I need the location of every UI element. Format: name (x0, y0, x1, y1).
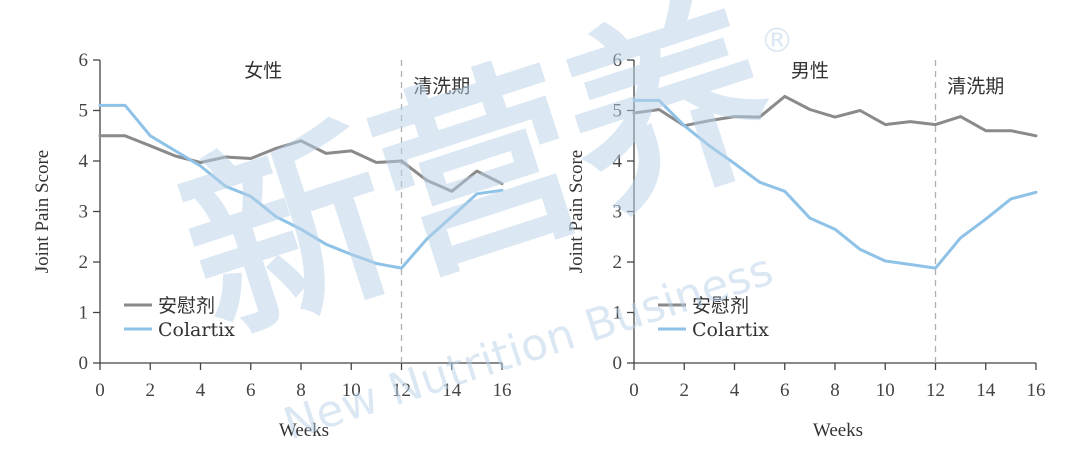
annotation-label: 清洗期 (947, 75, 1004, 97)
y-tick-label: 5 (79, 101, 89, 122)
x-tick-label: 12 (926, 380, 945, 401)
series-line-1 (98, 103, 504, 270)
x-tick-label: 10 (342, 380, 361, 401)
y-tick-label: 4 (79, 151, 89, 172)
annotation-label: 清洗期 (413, 75, 470, 97)
x-tick-label: 6 (780, 380, 790, 401)
y-axis-label: Joint Pain Score (32, 150, 53, 274)
annotation-label: 女性 (244, 60, 282, 82)
y-tick-label: 0 (79, 353, 89, 374)
x-tick-label: 10 (876, 380, 895, 401)
x-tick-label: 4 (730, 380, 740, 401)
y-tick-label: 2 (79, 252, 89, 273)
x-tick-label: 14 (442, 380, 462, 401)
y-tick-label: 0 (613, 353, 623, 374)
legend-label: Colartix (692, 319, 769, 341)
x-tick-label: 0 (629, 380, 639, 401)
y-tick-label: 6 (79, 50, 89, 71)
x-tick-label: 6 (246, 380, 256, 401)
y-tick-label: 6 (613, 50, 623, 71)
y-tick-label: 4 (613, 151, 623, 172)
x-tick-label: 0 (95, 380, 105, 401)
series-line-0 (632, 94, 1038, 138)
y-tick-label: 1 (79, 303, 89, 324)
series-line-1 (632, 98, 1038, 270)
y-axis-label: Joint Pain Score (566, 150, 587, 274)
x-tick-label: 16 (493, 380, 512, 401)
x-tick-label: 2 (146, 380, 156, 401)
series-line-0 (98, 134, 504, 193)
y-tick-label: 3 (613, 202, 623, 223)
x-tick-label: 2 (680, 380, 690, 401)
x-tick-label: 4 (196, 380, 206, 401)
y-tick-label: 3 (79, 202, 89, 223)
watermark-registered-mark: ® (760, 21, 794, 61)
x-tick-label: 8 (296, 380, 306, 401)
x-tick-label: 12 (392, 380, 411, 401)
legend-label: 安慰剂 (692, 295, 749, 317)
legend-label: 安慰剂 (158, 295, 215, 317)
y-tick-label: 1 (613, 303, 623, 324)
x-tick-label: 14 (976, 380, 996, 401)
x-tick-label: 16 (1027, 380, 1046, 401)
annotation-label: 男性 (791, 60, 829, 82)
y-tick-label: 2 (613, 252, 623, 273)
y-tick-label: 5 (613, 101, 623, 122)
x-axis-label: Weeks (813, 420, 863, 441)
x-tick-label: 8 (830, 380, 840, 401)
x-axis-label: Weeks (279, 420, 329, 441)
legend-label: Colartix (158, 319, 235, 341)
